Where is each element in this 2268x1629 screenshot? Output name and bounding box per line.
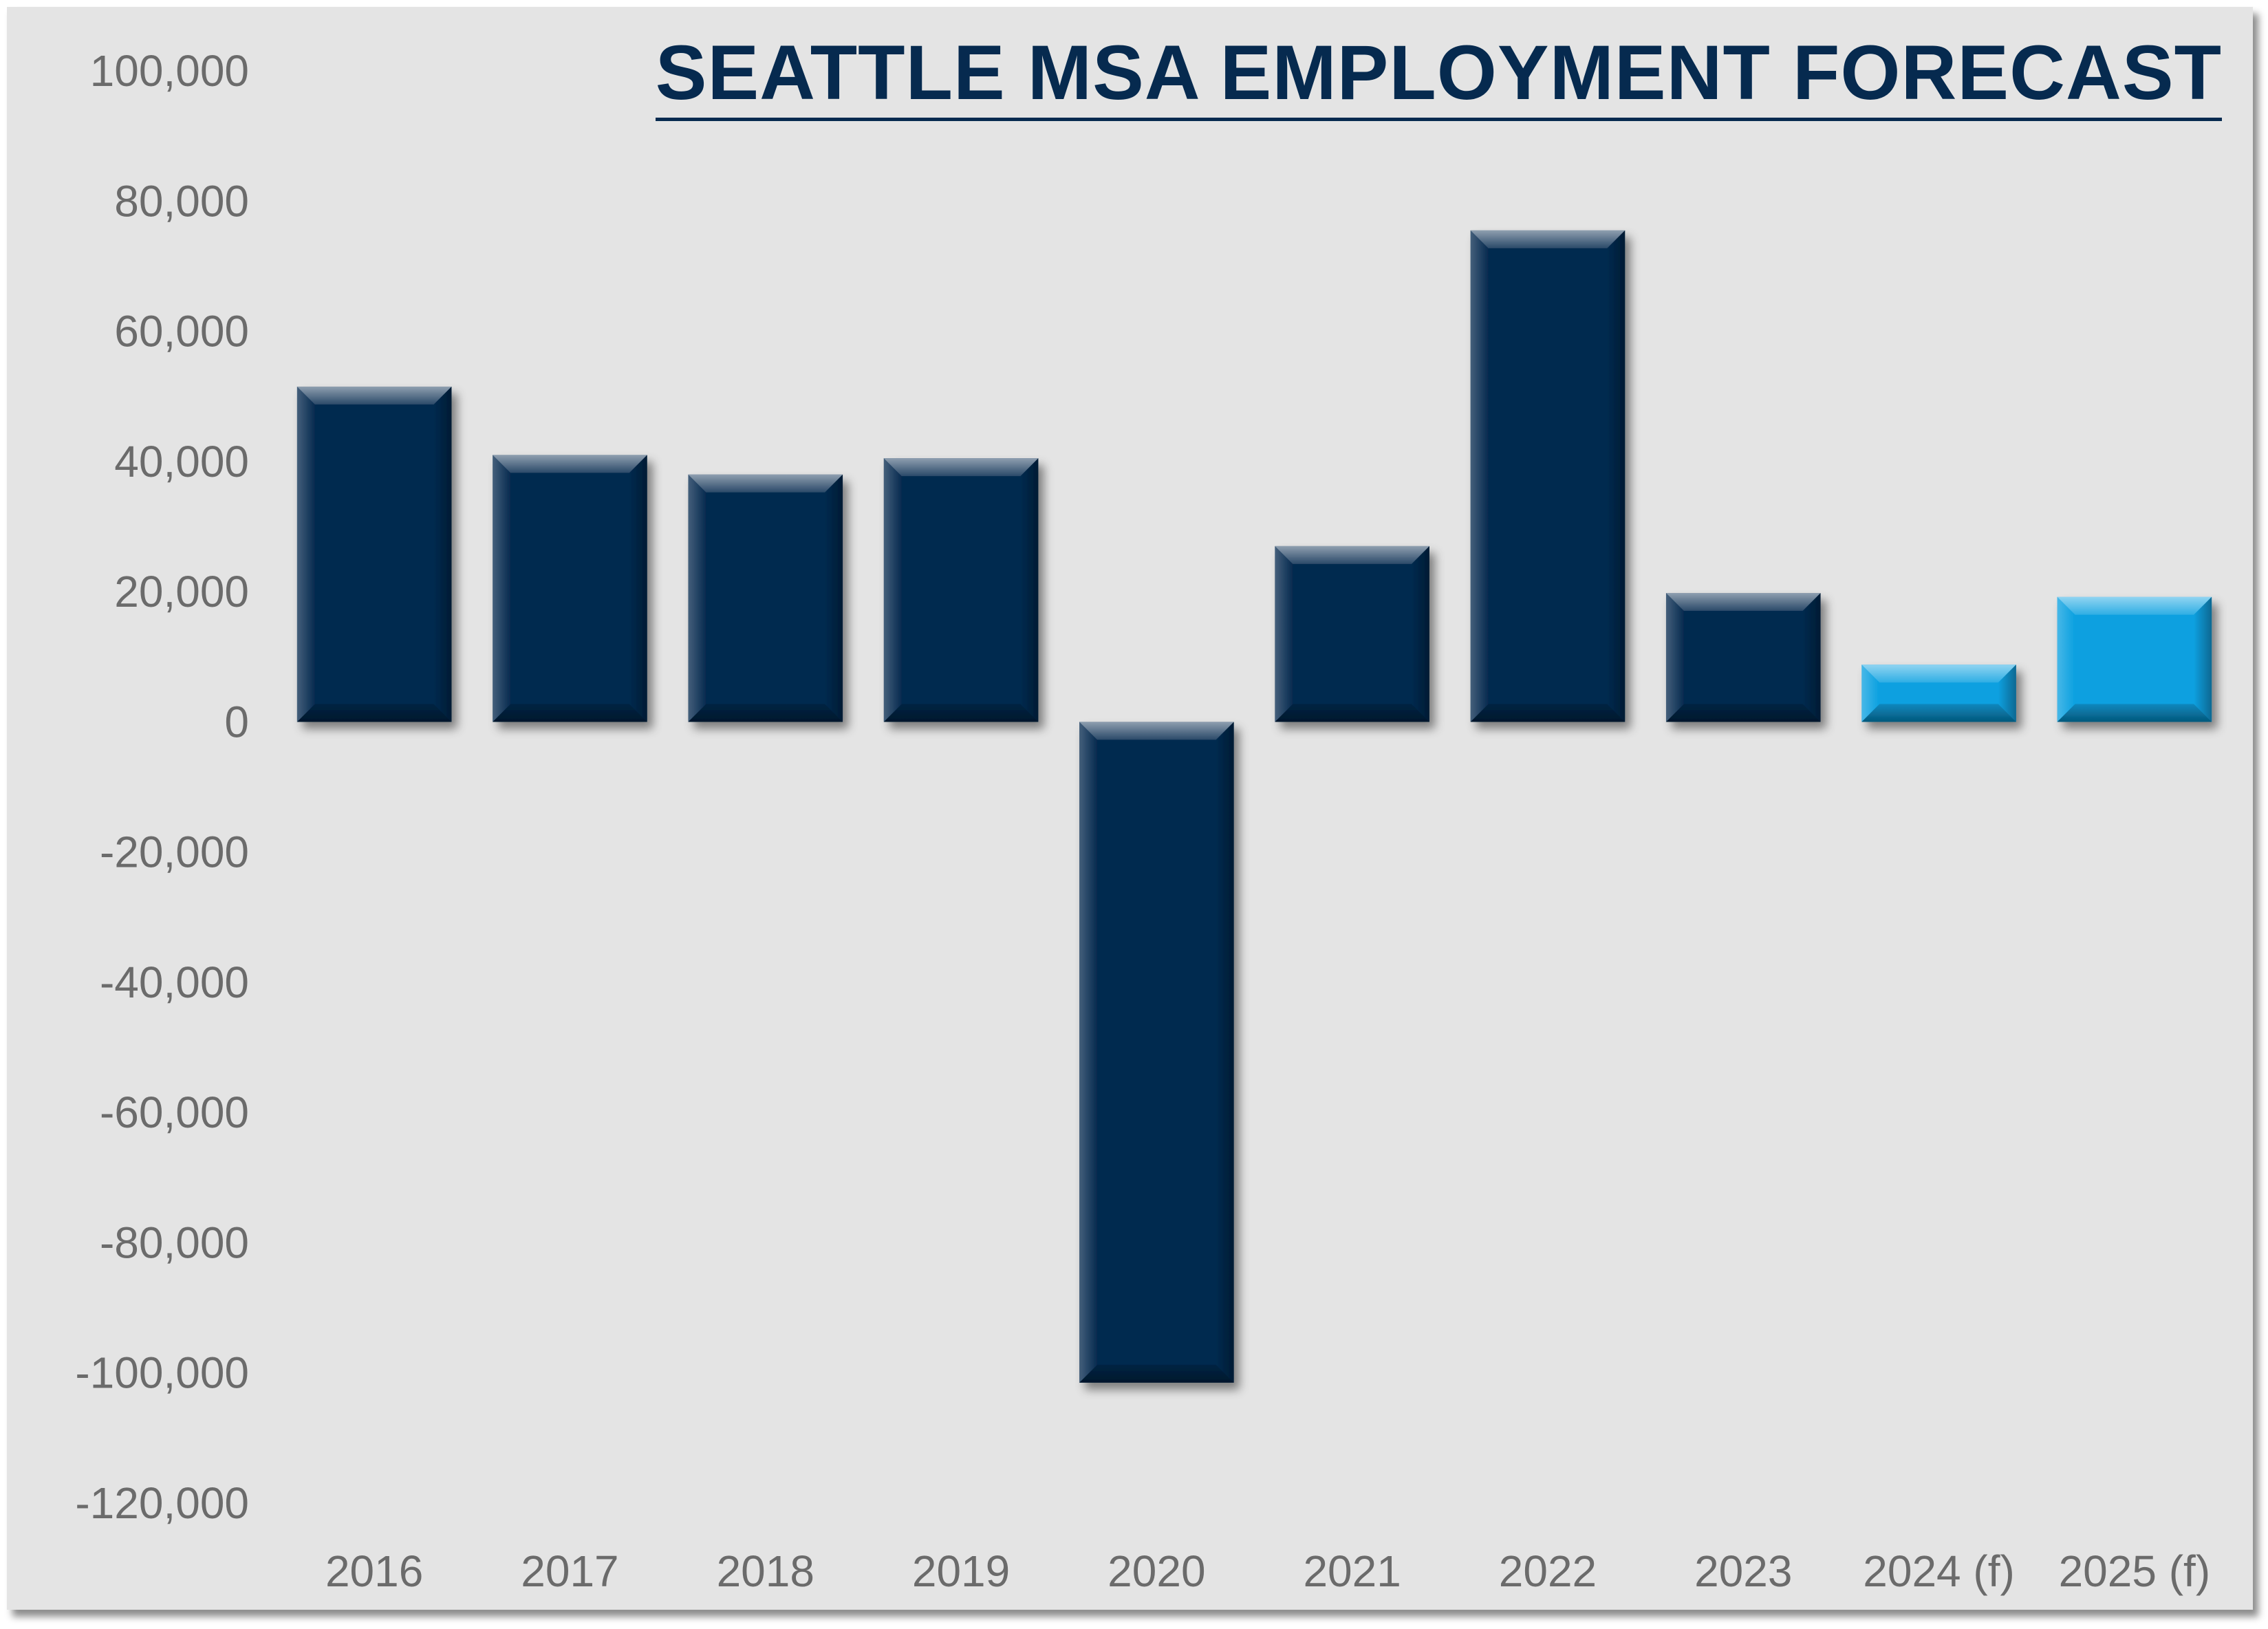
y-tick-label: 100,000	[90, 46, 249, 96]
y-tick-label: 40,000	[114, 437, 249, 486]
x-tick-label: 2016	[325, 1546, 423, 1596]
bar-2022	[1470, 230, 1626, 722]
x-tick-label: 2017	[521, 1546, 618, 1596]
y-tick-label: -60,000	[100, 1088, 249, 1137]
bar-2020	[1079, 722, 1234, 1383]
bar-2025-f	[2057, 596, 2212, 722]
y-tick-label: 0	[224, 697, 249, 746]
chart-title: SEATTLE MSA EMPLOYMENT FORECAST	[655, 29, 2222, 121]
bar-2019	[883, 458, 1039, 722]
bar-2023	[1665, 592, 1821, 722]
y-axis: 100,000 80,000 60,000 40,000 20,000 0 -20,000 -…	[75, 46, 249, 1528]
x-axis: 2016 2017 2018 2019 2020 2021 2022 2023 2024 (f)…	[325, 1546, 2210, 1596]
x-tick-label: 2022	[1499, 1546, 1597, 1596]
bar-2017	[493, 455, 647, 722]
y-tick-label: -20,000	[100, 828, 249, 877]
x-tick-label: 2019	[912, 1546, 1010, 1596]
bar-2021	[1275, 546, 1429, 722]
x-tick-label: 2020	[1108, 1546, 1205, 1596]
x-tick-label: 2018	[717, 1546, 814, 1596]
y-tick-label: -80,000	[100, 1218, 249, 1267]
x-tick-label: 2023	[1694, 1546, 1792, 1596]
x-tick-label: 2025 (f)	[2059, 1546, 2211, 1596]
y-tick-label: -100,000	[75, 1348, 249, 1398]
x-tick-label: 2024 (f)	[1863, 1546, 2015, 1596]
y-tick-label: -120,000	[75, 1478, 249, 1528]
y-tick-label: -40,000	[100, 958, 249, 1007]
y-tick-label: 60,000	[114, 307, 249, 356]
x-tick-label: 2021	[1303, 1546, 1401, 1596]
bar-2024-f	[1861, 665, 2016, 722]
bars-group	[296, 230, 2212, 1383]
bar-2018	[688, 474, 843, 722]
y-tick-label: 20,000	[114, 567, 249, 616]
y-tick-label: 80,000	[114, 176, 249, 226]
bar-2016	[296, 386, 452, 722]
